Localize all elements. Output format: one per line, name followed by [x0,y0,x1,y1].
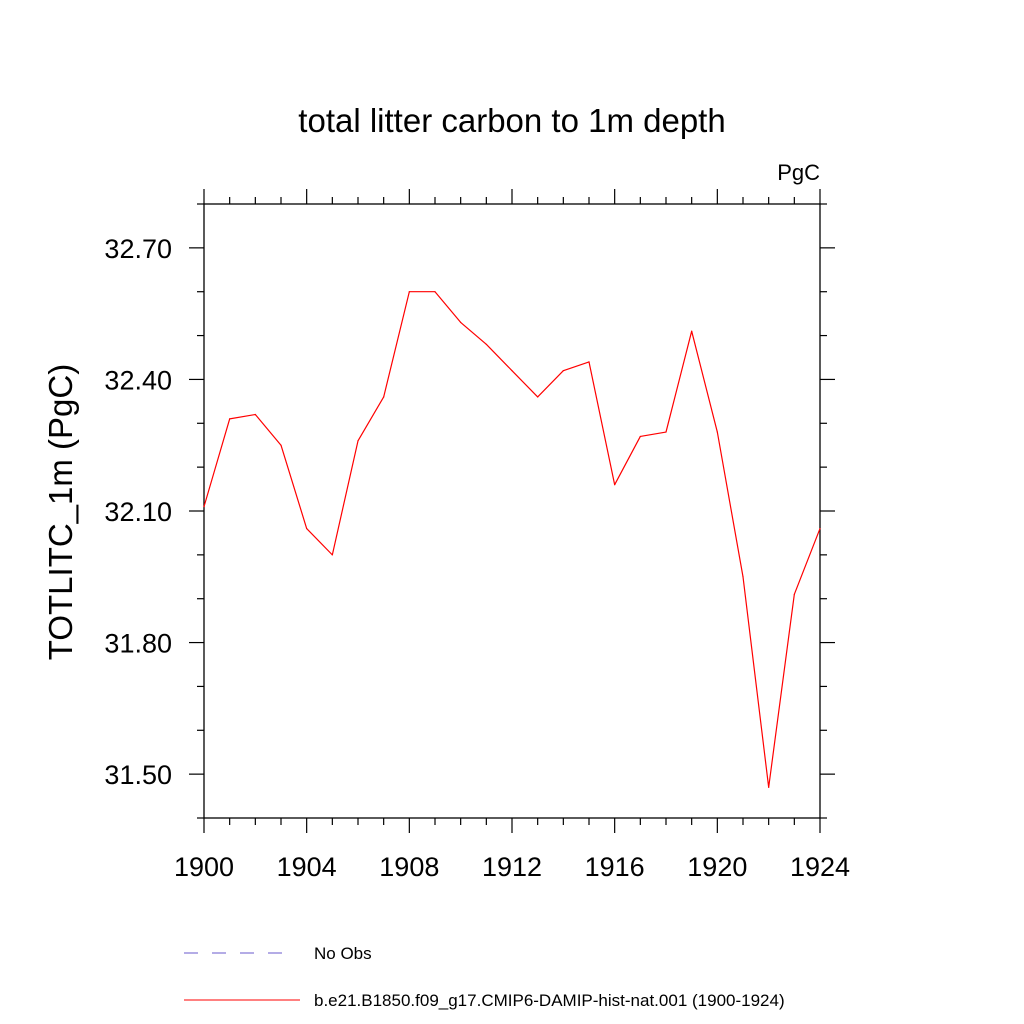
data-point [691,330,693,332]
x-tick-labels: 1900 1904 1908 1912 1916 1920 1924 [174,852,850,882]
y-tick-label: 32.10 [104,497,172,527]
series-layer [203,291,821,788]
y-axis-label: TOTLITC_1m (PgC) [42,364,79,660]
y-tick-label: 32.70 [104,234,172,264]
x-tick-label: 1908 [379,852,439,882]
data-point [434,291,436,293]
x-tick-label: 1900 [174,852,234,882]
legend: No Obs b.e21.B1850.f09_g17.CMIP6-DAMIP-h… [184,944,785,1010]
data-point [280,444,282,446]
axis-ticks [189,189,835,833]
data-point [588,361,590,363]
y-tick-labels: 31.50 31.80 32.10 32.40 32.70 [104,234,172,790]
series-line [203,291,821,788]
data-point [203,506,205,508]
data-point [254,413,256,416]
data-point [665,431,667,433]
chart-title: total litter carbon to 1m depth [298,102,725,139]
data-point [793,593,795,595]
data-point [383,396,385,398]
data-point [614,484,616,486]
x-tick-label: 1912 [482,852,542,882]
x-tick-label: 1920 [687,852,747,882]
data-point [229,418,231,420]
data-point [742,576,744,578]
legend-label-no-obs: No Obs [314,944,372,963]
data-point [357,440,359,442]
data-point [819,527,821,530]
data-point [306,527,308,530]
data-point [639,435,641,438]
legend-label-model-run: b.e21.B1850.f09_g17.CMIP6-DAMIP-hist-nat… [314,991,785,1010]
x-tick-label: 1904 [277,852,337,882]
data-point [408,291,410,293]
data-point [537,396,539,398]
data-point [768,786,770,788]
data-point [460,321,462,324]
x-tick-label: 1924 [790,852,850,882]
data-point [331,554,333,556]
plot-frame [203,203,821,819]
data-point [716,431,718,433]
data-point [485,343,487,345]
y-tick-label: 31.50 [104,760,172,790]
x-tick-label: 1916 [585,852,645,882]
data-point [562,370,564,372]
y-tick-label: 32.40 [104,365,172,395]
units-label: PgC [777,160,820,185]
y-tick-label: 31.80 [104,629,172,659]
data-point [511,370,513,372]
